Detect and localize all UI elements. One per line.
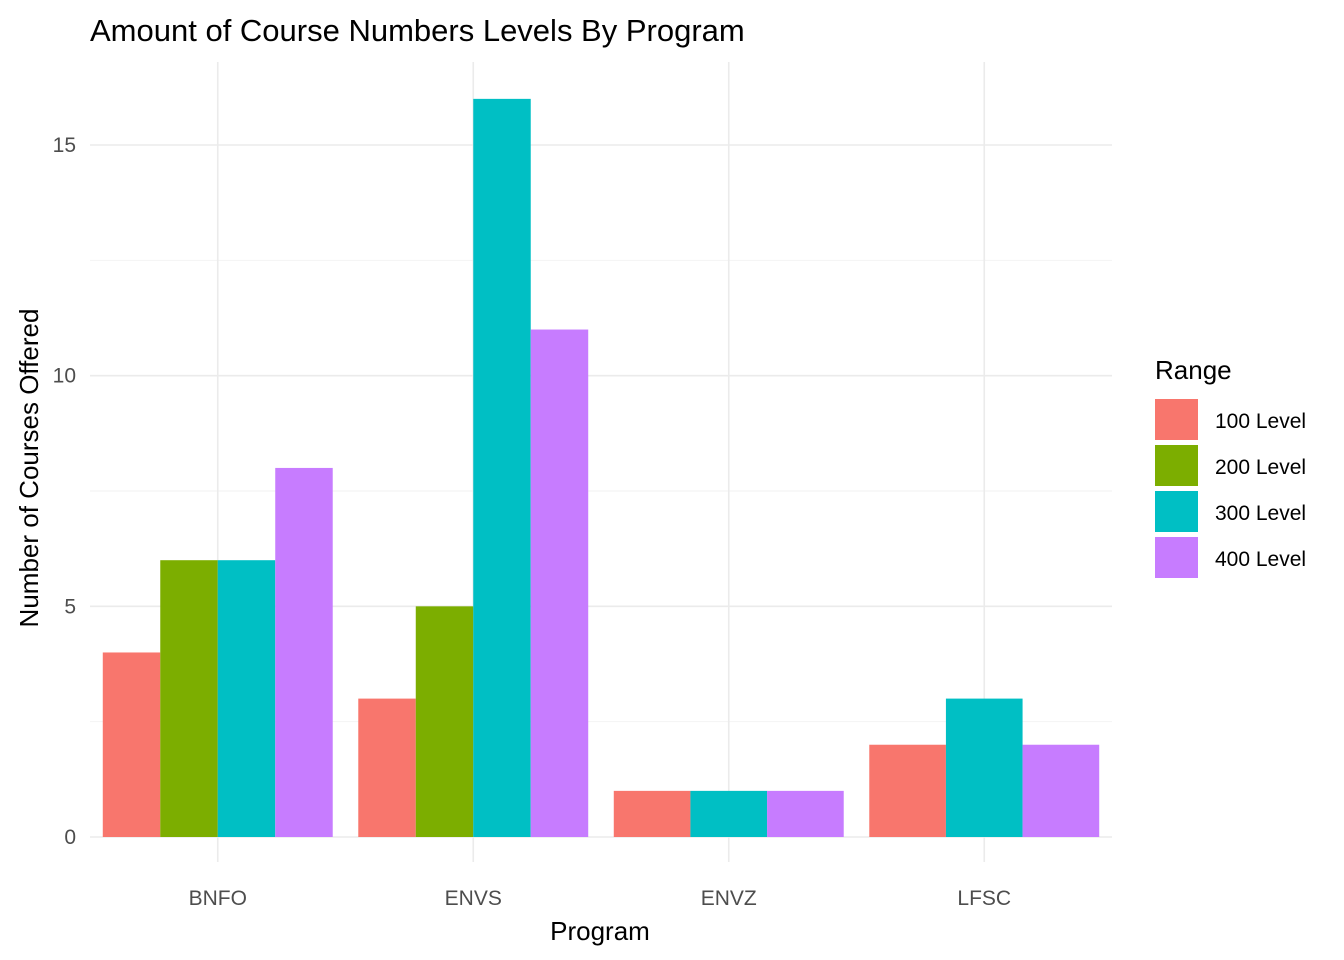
legend-label: 400 Level [1215, 548, 1306, 571]
legend-title: Range [1155, 355, 1232, 385]
bar [945, 698, 1023, 837]
bar [690, 790, 768, 837]
bar [415, 606, 474, 837]
y-tick-label: 5 [64, 595, 76, 618]
x-tick-label: ENVZ [701, 887, 757, 910]
bar [160, 560, 218, 837]
y-tick-label: 10 [53, 365, 76, 388]
legend: Range 100 Level 200 Level 300 Level 400 Lev… [1155, 355, 1306, 578]
legend-label: 300 Level [1215, 502, 1306, 525]
bar [530, 329, 589, 837]
plot-area: 0 5 10 15 BNFO ENVS ENVZ LFSC [53, 62, 1112, 910]
y-axis-title: Number of Courses Offered [14, 309, 44, 628]
x-tick-label: LFSC [957, 887, 1011, 910]
legend-key [1155, 399, 1198, 440]
legend-label: 200 Level [1215, 456, 1306, 479]
x-axis-title: Program [550, 916, 650, 946]
bar [1022, 744, 1100, 837]
legend-key [1155, 445, 1198, 486]
legend-key [1155, 491, 1198, 532]
bar [217, 560, 276, 837]
bar [275, 467, 333, 837]
legend-label: 100 Level [1215, 410, 1306, 433]
y-tick-label: 0 [64, 826, 76, 849]
bar [869, 744, 946, 837]
y-tick-label: 15 [53, 134, 76, 157]
bar [358, 698, 416, 837]
chart-title: Amount of Course Numbers Levels By Progr… [90, 13, 745, 48]
x-tick-label: BNFO [189, 887, 247, 910]
x-tick-label: ENVS [445, 887, 502, 910]
bar [473, 98, 531, 837]
bar [613, 790, 691, 837]
legend-key [1155, 537, 1198, 578]
bar [102, 652, 161, 837]
bar [767, 790, 844, 837]
